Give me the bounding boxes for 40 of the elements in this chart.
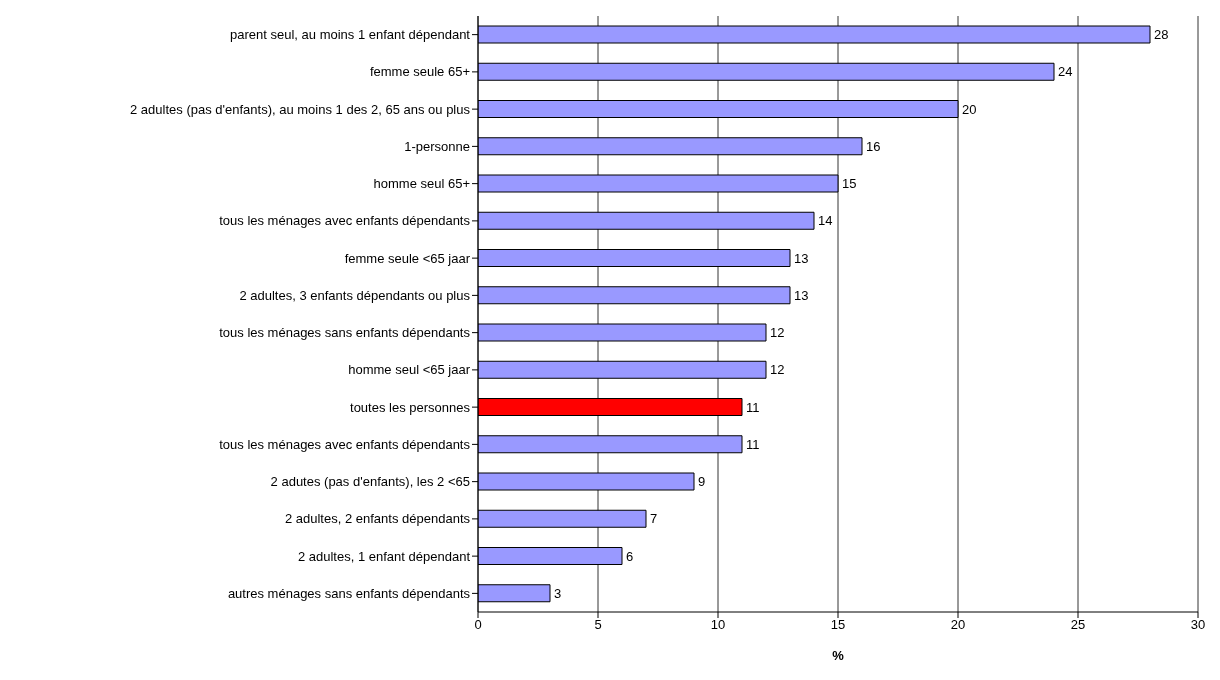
y-tick-label: tous les ménages avec enfants dépendants	[219, 213, 471, 229]
data-label: 7	[650, 511, 658, 527]
y-tick-label: 1-personne	[404, 138, 470, 154]
data-label: 9	[698, 474, 706, 490]
y-tick-label: 2 adultes (pas d'enfants), au moins 1 des 2, 65 ans ou plus	[130, 101, 471, 117]
y-tick-label: 2 adutes (pas d'enfants), les 2 <65	[270, 474, 470, 490]
y-tick-label: tous les ménages avec enfants dépendants	[219, 436, 471, 452]
data-label: 11	[746, 399, 760, 415]
data-label: 3	[554, 585, 562, 601]
data-label: 24	[1058, 64, 1073, 80]
y-tick-label: femme seule <65 jaar	[344, 250, 471, 266]
data-label: 14	[818, 213, 833, 229]
data-label: 6	[626, 548, 634, 564]
y-tick-label: toutes les personnes	[350, 399, 471, 415]
x-tick-label: 15	[830, 617, 846, 633]
y-tick-label: femme seule 65+	[369, 64, 470, 80]
x-tick-label: 20	[950, 617, 966, 633]
x-tick-label: 5	[594, 617, 602, 633]
x-tick-label: 0	[474, 617, 482, 633]
y-tick-label: 2 adultes, 3 enfants dépendants ou plus	[239, 287, 471, 303]
y-tick-label: 2 adultes, 2 enfants dépendants	[284, 511, 471, 527]
data-label: 28	[1154, 27, 1169, 43]
y-tick-label: parent seul, au moins 1 enfant dépendant	[230, 27, 471, 43]
y-tick-label: 2 adultes, 1 enfant dépendant	[297, 548, 471, 564]
y-tick-label: homme seul <65 jaar	[348, 362, 471, 378]
data-label: 13	[794, 287, 809, 303]
data-label: 20	[962, 101, 977, 117]
x-tick-label: 25	[1070, 617, 1086, 633]
y-tick-label: homme seul 65+	[373, 176, 470, 192]
data-label: 15	[842, 176, 857, 192]
data-label: 16	[866, 138, 881, 154]
data-label: 12	[770, 362, 785, 378]
y-tick-label: tous les ménages sans enfants dépendants	[219, 325, 471, 341]
data-label: 11	[746, 436, 760, 452]
y-tick-label: autres ménages sans enfants dépendants	[227, 585, 471, 601]
x-axis-title: %	[832, 648, 845, 663]
x-tick-label: 10	[710, 617, 726, 633]
data-label: 12	[770, 325, 785, 341]
x-tick-label: 30	[1190, 617, 1206, 633]
data-label: 13	[794, 250, 809, 266]
